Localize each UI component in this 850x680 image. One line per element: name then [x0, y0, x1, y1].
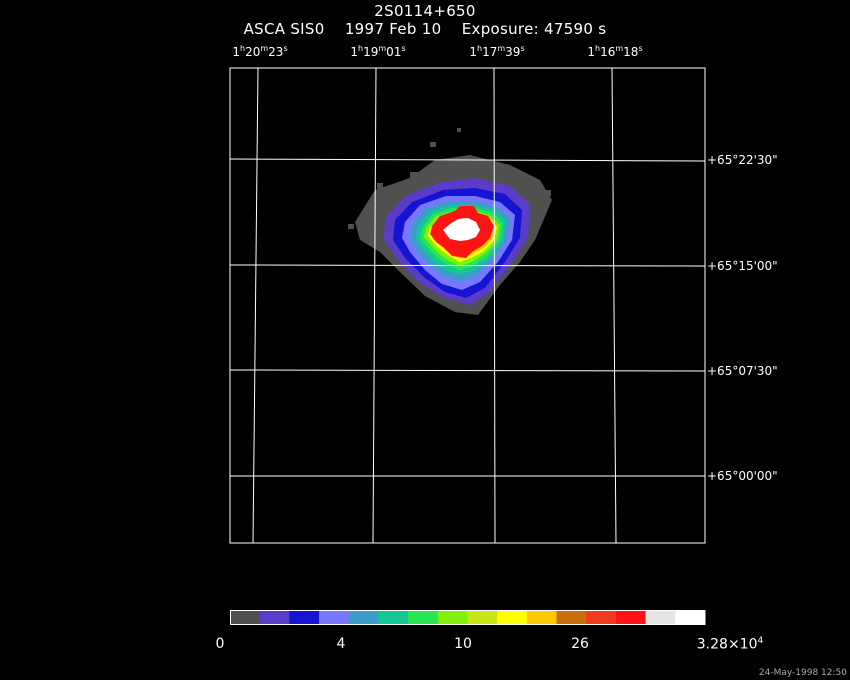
colorbar-swatch	[408, 610, 439, 625]
noise-speck	[457, 128, 461, 132]
ra-grid-line	[252, 67, 259, 544]
colorbar-swatch	[437, 610, 468, 625]
ra-grid-line	[493, 67, 496, 544]
dec-tick-label: +65°15'00"	[707, 259, 778, 273]
colorbar-swatch	[645, 610, 676, 625]
dec-tick-label: +65°00'00"	[707, 469, 778, 483]
timestamp-footer: 24-May-1998 12:50	[758, 668, 847, 678]
colorbar-swatch	[319, 610, 350, 625]
ra-grid-line	[372, 67, 377, 544]
dec-tick-label: +65°22'30"	[707, 153, 778, 167]
noise-speck	[410, 172, 418, 178]
colorbar-swatch	[378, 610, 409, 625]
dec-grid-line	[229, 369, 706, 372]
title-observation-info: ASCA SIS0 1997 Feb 10 Exposure: 47590 s	[243, 20, 607, 38]
intensity-map	[348, 128, 552, 315]
colorbar-max-label: 3.28×104	[696, 636, 764, 653]
colorbar-swatch	[497, 610, 528, 625]
colorbar-swatch	[289, 610, 320, 625]
ra-tick-label: 1h17m39s	[469, 44, 525, 59]
intensity-core-white	[443, 218, 480, 241]
colorbar-swatch	[615, 610, 647, 625]
noise-speck	[544, 190, 551, 196]
noise-speck	[377, 183, 383, 189]
dec-grid-line	[229, 158, 706, 162]
dec-tick-label: +65°07'30"	[707, 364, 778, 378]
colorbar-tick-label: 4	[336, 636, 346, 652]
colorbar-frame	[230, 610, 705, 625]
plot-frame	[229, 67, 706, 544]
colorbar	[230, 610, 706, 625]
colorbar-swatch	[556, 610, 587, 625]
colorbar-swatch	[348, 610, 379, 625]
ra-tick-label: 1h16m18s	[587, 44, 643, 59]
ra-grid-line	[611, 67, 617, 544]
colorbar-tick-label: 26	[571, 636, 589, 652]
noise-speck	[348, 224, 354, 229]
coordinate-grid	[229, 67, 706, 544]
ra-tick-label: 1h19m01s	[350, 44, 406, 59]
colorbar-tick-label: 10	[454, 636, 472, 652]
ra-tick-label: 1h20m23s	[232, 44, 288, 59]
colorbar-swatch	[526, 610, 558, 625]
colorbar-swatch	[230, 610, 261, 625]
colorbar-swatch	[586, 610, 617, 625]
title-object-name: 2S0114+650	[374, 2, 476, 20]
noise-speck	[430, 142, 436, 147]
colorbar-swatch	[467, 610, 498, 625]
dec-grid-line	[229, 264, 706, 267]
colorbar-tick-label: 0	[215, 636, 225, 652]
colorbar-swatch	[259, 610, 290, 625]
colorbar-swatch	[675, 610, 706, 625]
